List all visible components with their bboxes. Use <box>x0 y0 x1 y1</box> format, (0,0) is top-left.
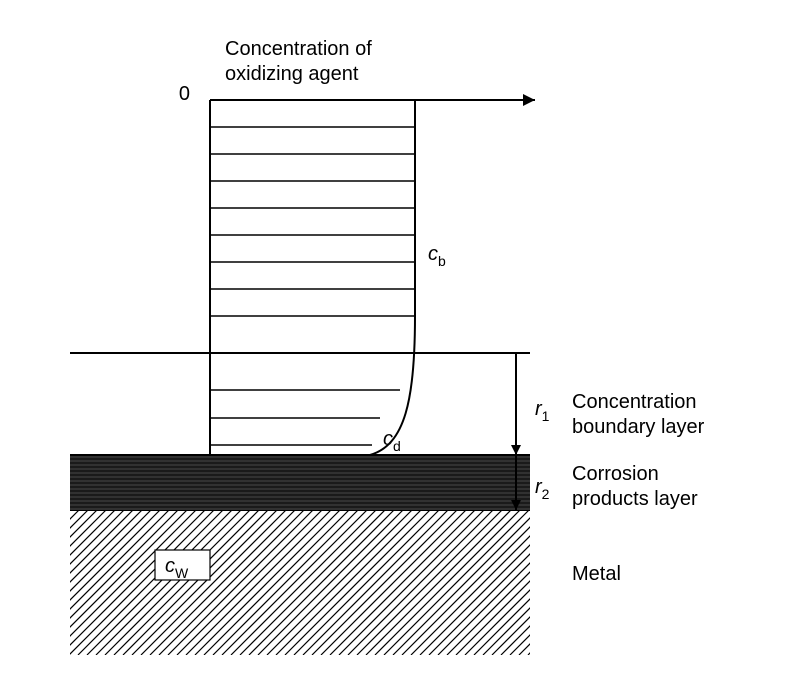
title-line1: Concentration of <box>225 38 372 60</box>
title-line2: oxidizing agent <box>225 63 359 85</box>
metal-label: Metal <box>572 563 621 585</box>
products-layer-label-2: products layer <box>572 488 698 510</box>
boundary-layer-label-2: boundary layer <box>572 416 705 438</box>
products-layer-label-1: Corrosion <box>572 463 659 485</box>
origin-label: 0 <box>179 83 190 105</box>
boundary-layer-label-1: Concentration <box>572 391 697 413</box>
corrosion-products-layer <box>70 455 530 510</box>
